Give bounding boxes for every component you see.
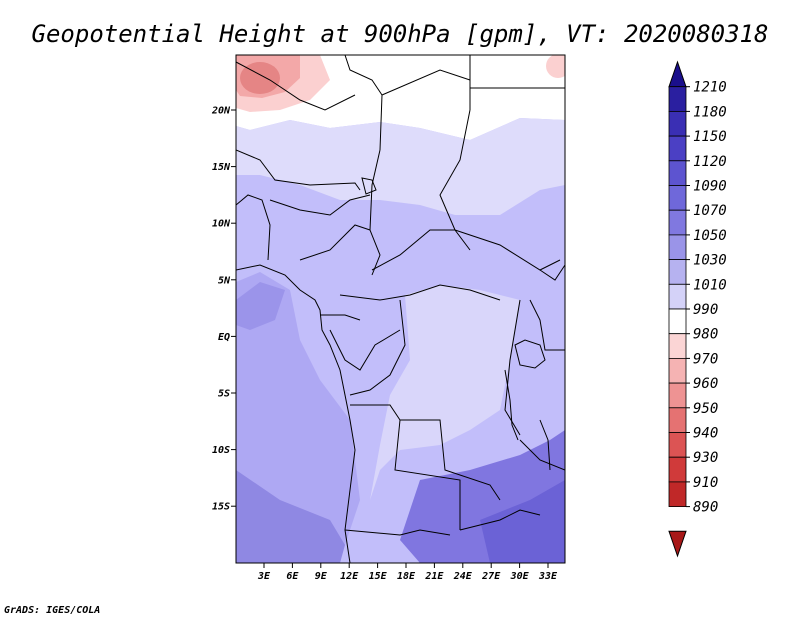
border-drc-angola	[350, 404, 501, 501]
colorbar-segment	[668, 86, 687, 112]
colorbar-segment	[668, 283, 687, 310]
field-zone-950-low	[240, 62, 280, 94]
coastline-west	[236, 264, 356, 563]
field-zone-990-ne	[546, 55, 565, 78]
colorbar-label: 1090	[693, 179, 727, 195]
colorbar-label: 1180	[693, 104, 727, 120]
border-zambia-zimbabwe	[459, 509, 541, 531]
colorbar-label: 980	[693, 327, 718, 343]
field-zone-1090-sw	[236, 470, 345, 563]
lon-tick-label: 12E	[340, 571, 359, 582]
colorbar-segment	[668, 481, 687, 507]
border-sudan-south	[454, 229, 561, 271]
lat-tick-label: EQ	[218, 332, 230, 343]
lon-tick-label: 21E	[424, 571, 444, 582]
lat-tick-label: 10S	[212, 445, 230, 456]
lon-tick-label: 18E	[397, 571, 416, 582]
lat-tick-label: 15S	[212, 502, 230, 513]
field-zone-1070	[236, 282, 285, 330]
colorbar: 1210 1180 1150 1120 1090 1070 1050 1030 1010 990 9…	[668, 60, 727, 558]
country-borders	[236, 55, 565, 563]
colorbar-segment	[668, 456, 687, 483]
colorbar-segment	[668, 185, 687, 211]
colorbar-segment	[668, 135, 687, 162]
colorbar-segment	[668, 111, 687, 137]
border-algeria-mali	[236, 61, 356, 111]
colorbar-segment	[668, 259, 687, 285]
colorbar-label: 1050	[693, 228, 727, 244]
lat-tick-label: 5S	[218, 389, 230, 400]
colorbar-segment	[668, 234, 687, 260]
colorbar-label: 940	[693, 426, 718, 442]
border-car-south	[339, 284, 501, 301]
colorbar-label: 1030	[693, 253, 727, 269]
border-gabon-congo	[329, 329, 401, 371]
colorbar-label: 1010	[693, 277, 727, 293]
colorbar-top-arrow	[668, 60, 687, 88]
border-angola-namibia	[344, 529, 451, 536]
colorbar-label: 1150	[693, 129, 727, 145]
border-niger-nigeria	[269, 194, 371, 216]
colorbar-segment	[668, 209, 687, 236]
lat-tick-label: 5N	[218, 275, 231, 286]
lake-tanganyika	[504, 369, 519, 441]
colorbar-label: 970	[693, 351, 718, 367]
colorbar-segment	[668, 333, 687, 359]
lat-tick-label: 20N	[211, 106, 231, 117]
lon-tick-label: 27E	[481, 571, 501, 582]
border-libya-niger	[344, 55, 383, 151]
border-angola-zambia	[394, 419, 461, 530]
lat-tick-label: 15N	[212, 162, 231, 173]
credit-label: GrADS: IGES/COLA	[4, 605, 100, 616]
field-zone-1120-se	[480, 480, 565, 563]
field-zone-1010-interior	[370, 285, 520, 500]
colorbar-bottom-arrow	[668, 530, 687, 558]
colorbar-label: 1120	[693, 154, 727, 170]
colorbar-segment	[668, 407, 687, 433]
lon-tick-label: 6E	[286, 571, 299, 582]
colorbar-label: 960	[693, 376, 718, 392]
map-frame	[235, 54, 566, 564]
colorbar-segment	[668, 432, 687, 458]
border-chad-car	[371, 229, 455, 271]
colorbar-label: 950	[693, 401, 718, 417]
lon-tick-label: 15E	[369, 571, 388, 582]
field-zone-1010	[236, 118, 565, 215]
lake-victoria	[514, 339, 546, 369]
colorbar-label: 910	[693, 475, 718, 491]
border-nigeria-cameroon	[299, 224, 371, 261]
lat-tick-label: 10N	[212, 219, 231, 230]
colorbar-segment	[668, 357, 687, 384]
chart-title: Geopotential Height at 900hPa [gpm], VT:…	[32, 20, 769, 48]
map-panel: 3E 6E 9E 12E 15E 18E 21E 24E 27E 30E 33E 20N 15N 10N…	[211, 54, 566, 582]
lat-axis: 20N 15N 10N 5N EQ 5S 10S 15S	[211, 106, 236, 513]
lon-tick-label: 33E	[538, 571, 558, 582]
height-field	[236, 55, 565, 563]
border-kenya-uganda	[529, 299, 565, 351]
lon-tick-label: 30E	[510, 571, 530, 582]
colorbar-label: 890	[693, 500, 718, 516]
colorbar-label: 930	[693, 450, 718, 466]
colorbar-segment	[668, 160, 687, 186]
lon-axis: 3E 6E 9E 12E 15E 18E 21E 24E 27E 30E 33E	[257, 563, 558, 582]
border-tanzania-mozambique	[519, 439, 565, 471]
lake-chad	[361, 177, 377, 195]
lon-tick-label: 24E	[453, 571, 473, 582]
lon-tick-label: 9E	[315, 571, 328, 582]
colorbar-label: 1070	[693, 203, 727, 219]
colorbar-label: 1210	[693, 80, 727, 96]
lake-malawi	[539, 419, 551, 471]
colorbar-segment	[668, 382, 687, 409]
colorbar-label: 990	[693, 302, 718, 318]
border-congo-drc	[349, 299, 406, 396]
border-cameroon-gabon	[320, 314, 361, 321]
field-zone-1050	[236, 272, 360, 563]
border-mali-niger	[236, 149, 361, 191]
border-ethiopia	[539, 264, 565, 281]
lon-tick-label: 3E	[257, 571, 271, 582]
border-chad-sudan	[439, 109, 471, 251]
coastline-guinea	[236, 194, 271, 261]
colorbar-segment	[668, 308, 687, 335]
